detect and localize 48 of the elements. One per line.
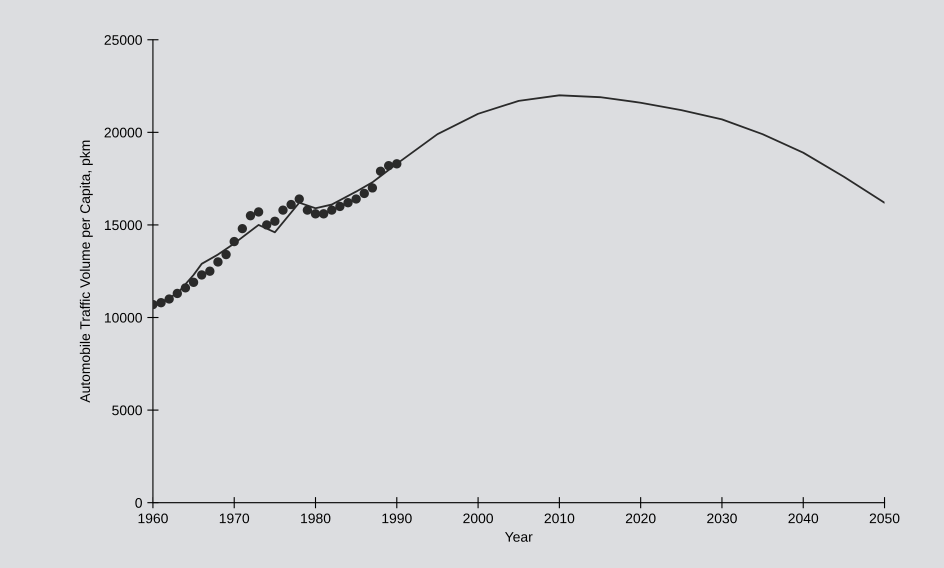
point: [360, 188, 369, 198]
y-tick-label: 10000: [104, 312, 142, 323]
point: [310, 209, 320, 218]
y-tick-label: 20000: [104, 128, 142, 138]
x-axis-title: Year: [505, 532, 533, 542]
point: [156, 298, 166, 308]
x-tick-label: 1990: [382, 513, 412, 524]
y-tick-label: 25000: [104, 35, 142, 45]
x-tick-label: 2030: [707, 513, 737, 524]
point: [384, 161, 394, 170]
point: [230, 236, 239, 246]
point: [254, 207, 264, 217]
x-tick-label: 1970: [220, 513, 250, 524]
point: [286, 200, 296, 210]
point: [188, 278, 198, 287]
point: [164, 294, 174, 304]
x-tick-label: 2040: [788, 513, 818, 524]
x-tick-label: 2050: [870, 513, 900, 524]
point: [294, 194, 304, 204]
point: [302, 205, 312, 215]
point: [246, 211, 256, 220]
x-tick-label: 2010: [544, 513, 574, 524]
point: [238, 224, 248, 234]
x-tick-label: 1960: [138, 513, 168, 524]
point: [278, 205, 288, 215]
y-axis-title: Automobile Traffic Volume per Capita, pkm: [80, 140, 93, 403]
point: [197, 270, 206, 280]
point: [262, 220, 272, 230]
point: [213, 257, 223, 267]
point: [392, 159, 402, 168]
x-tick-label: 1980: [301, 513, 330, 524]
point: [318, 209, 328, 218]
point: [343, 198, 353, 208]
y-tick-label: 0: [135, 498, 142, 508]
point: [351, 194, 361, 204]
point: [221, 250, 231, 260]
point: [327, 205, 336, 215]
x-tick-label: 2020: [626, 513, 656, 524]
x-tick-label: 2000: [463, 513, 493, 524]
point: [205, 266, 214, 276]
point: [172, 288, 182, 298]
point: [376, 166, 386, 176]
point: [180, 283, 190, 293]
y-tick-label: 15000: [104, 220, 142, 230]
y-tick-label: 5000: [112, 405, 142, 416]
point: [335, 202, 345, 212]
point: [270, 216, 280, 226]
point: [368, 183, 378, 193]
